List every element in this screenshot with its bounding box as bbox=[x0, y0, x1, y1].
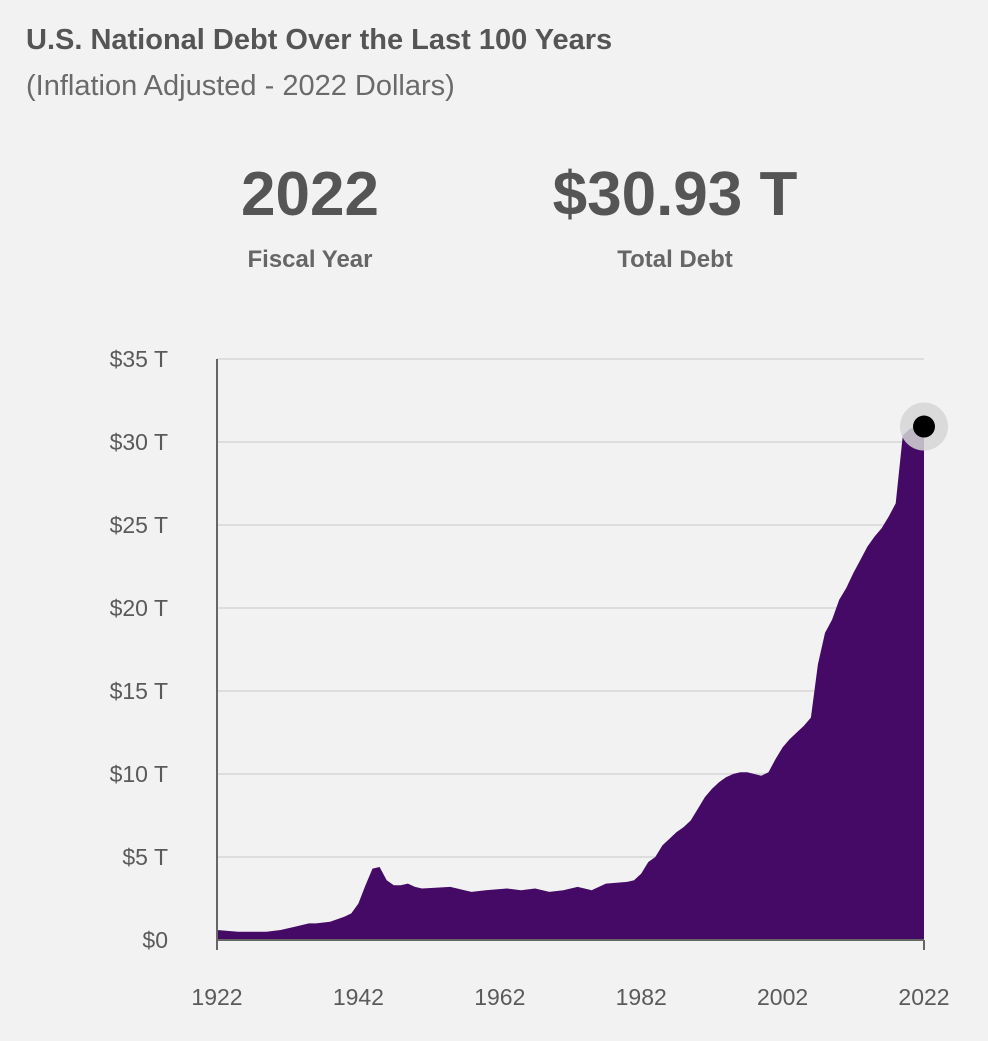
y-tick-label: $30 T bbox=[110, 429, 168, 455]
chart-title: U.S. National Debt Over the Last 100 Yea… bbox=[26, 24, 613, 56]
x-axis-ticks: 1922 1942 1962 1982 2002 2022 bbox=[191, 940, 950, 1010]
total-debt-label: Total Debt bbox=[617, 246, 733, 273]
x-tick-label: 1982 bbox=[616, 984, 667, 1010]
highlight-point[interactable] bbox=[913, 415, 935, 438]
x-tick-label: 1962 bbox=[474, 984, 525, 1010]
total-debt-stat: $30.93 T Total Debt bbox=[520, 164, 830, 274]
fiscal-year-stat: 2022 Fiscal Year bbox=[190, 164, 430, 274]
debt-area[interactable] bbox=[217, 426, 924, 941]
y-tick-label: $35 T bbox=[110, 346, 168, 372]
y-tick-label: $10 T bbox=[110, 761, 168, 787]
highlight-marker[interactable] bbox=[900, 402, 948, 451]
fiscal-year-label: Fiscal Year bbox=[247, 246, 373, 273]
total-debt-value: $30.93 T bbox=[552, 160, 798, 229]
fiscal-year-value: 2022 bbox=[241, 160, 379, 229]
chart-subtitle: (Inflation Adjusted - 2022 Dollars) bbox=[26, 70, 455, 102]
x-tick-label: 2022 bbox=[898, 984, 949, 1010]
y-tick-label: $0 bbox=[142, 927, 168, 953]
axes bbox=[216, 359, 924, 941]
y-axis-ticks: $0 $5 T $10 T $15 T $20 T $25 T $30 T $35 T bbox=[110, 346, 168, 953]
y-tick-label: $15 T bbox=[110, 678, 168, 704]
gridlines bbox=[217, 358, 924, 858]
x-tick-label: 1922 bbox=[191, 984, 242, 1010]
y-tick-label: $25 T bbox=[110, 512, 168, 538]
y-tick-label: $20 T bbox=[110, 595, 168, 621]
x-tick-label: 1942 bbox=[333, 984, 384, 1010]
x-tick-label: 2002 bbox=[757, 984, 808, 1010]
y-tick-label: $5 T bbox=[122, 844, 168, 870]
plot-area[interactable] bbox=[217, 426, 924, 941]
